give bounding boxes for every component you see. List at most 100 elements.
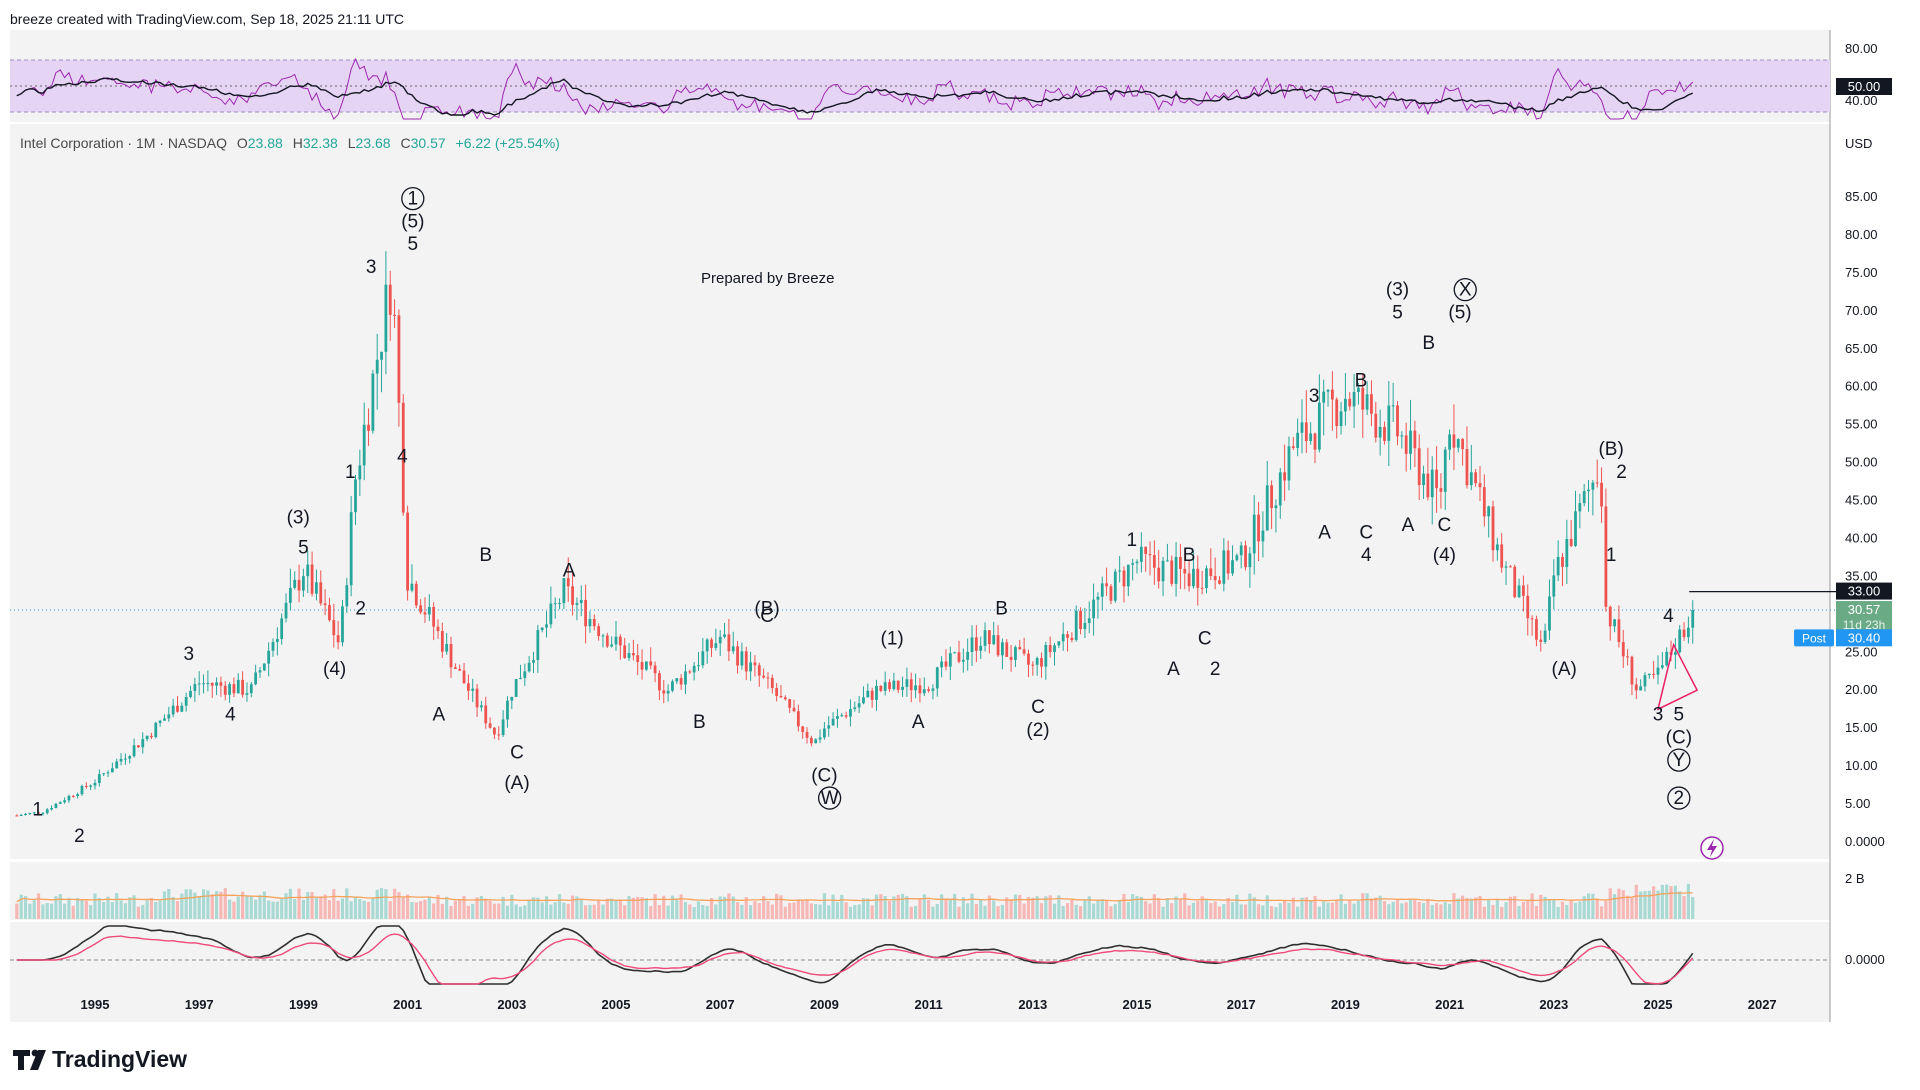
volume-bar	[649, 906, 653, 919]
volume-bar	[188, 889, 193, 919]
volume-bar	[792, 902, 796, 919]
open-label: O	[237, 135, 248, 151]
volume-bar	[458, 900, 462, 919]
rsi-axis: 80.00 40.00	[1845, 41, 1878, 108]
volume-bar	[67, 897, 71, 919]
volume-bar	[267, 900, 271, 919]
level-33-value: 33.00	[1848, 584, 1881, 599]
candle-body	[32, 812, 36, 814]
candle-body	[532, 660, 535, 663]
candle-body	[163, 718, 166, 721]
candle-body	[1244, 545, 1247, 568]
volume-bar	[557, 894, 562, 919]
wave-label: B	[693, 712, 706, 733]
volume-bar	[1005, 897, 1009, 919]
candle-body	[1161, 560, 1165, 582]
volume-bar	[887, 901, 892, 919]
volume-bar	[1400, 903, 1404, 919]
close-value: 30.57	[411, 135, 446, 151]
candle-body	[553, 603, 557, 605]
candle-body	[1365, 394, 1369, 410]
candle-body	[197, 683, 201, 685]
candle-body	[1660, 665, 1664, 668]
volume-bar	[84, 900, 88, 919]
candle-body	[1556, 556, 1560, 576]
candle-body	[1378, 426, 1382, 438]
candle-body	[367, 424, 370, 431]
price-tick: 50.00	[1845, 455, 1878, 470]
price-tick: 60.00	[1845, 379, 1878, 394]
candle-body	[1252, 514, 1256, 554]
volume-bar	[1569, 900, 1573, 919]
wave-label-circle	[817, 786, 842, 810]
candle-body	[1443, 449, 1447, 492]
candle-body	[1048, 645, 1052, 652]
candle-body	[1621, 642, 1625, 657]
volume-bar	[544, 896, 549, 919]
volume-bar	[1639, 891, 1643, 919]
candle-body	[202, 683, 205, 685]
candle-body	[453, 667, 457, 669]
bar-countdown: 11d 23h	[1843, 618, 1886, 632]
candle-body	[236, 679, 240, 694]
candle-body	[371, 373, 375, 431]
triangle-drawing[interactable]	[1656, 642, 1699, 711]
candle-body	[254, 672, 258, 685]
volume-bar	[940, 894, 944, 919]
candle-body	[1482, 487, 1486, 517]
last-price-value: 30.57	[1848, 602, 1881, 617]
volume-bar	[327, 900, 332, 919]
candle-body	[636, 655, 640, 663]
volume-bar	[310, 892, 314, 919]
candle-body	[1452, 434, 1456, 448]
candle-body	[909, 679, 913, 691]
volume-bar	[1039, 903, 1044, 919]
volume-bar	[497, 903, 501, 919]
candle-body	[410, 583, 414, 591]
tradingview-logo[interactable]: TradingView	[13, 1046, 187, 1072]
candle-body	[697, 665, 700, 667]
volume-bar	[1317, 906, 1321, 919]
volume-bar	[1161, 906, 1165, 919]
price-tick: 85.00	[1845, 189, 1878, 204]
candle-body	[362, 424, 366, 466]
volume-bar	[345, 888, 349, 919]
volume-bar	[419, 901, 423, 919]
volume-bar	[410, 902, 414, 919]
year-tick: 2021	[1435, 997, 1464, 1012]
wave-label: (1)	[881, 629, 904, 650]
symbol-legend[interactable]: Intel Corporation · 1M · NASDAQ O23.88 H…	[20, 135, 560, 151]
volume-bar	[1213, 901, 1217, 919]
candle-body	[896, 680, 900, 690]
volume-bar	[1395, 899, 1400, 919]
volume-bar	[106, 896, 110, 919]
volume-bar	[961, 897, 965, 919]
candle-body	[1600, 482, 1603, 507]
volume-bar	[1582, 896, 1586, 919]
year-tick: 2005	[602, 997, 631, 1012]
candle-body	[89, 785, 93, 787]
volume-bar	[1191, 902, 1196, 919]
volume-bar	[1556, 906, 1560, 919]
candle-body	[549, 603, 553, 625]
volume-bar	[979, 899, 983, 919]
candle-body	[1530, 618, 1534, 620]
volume-bar	[1018, 895, 1022, 919]
candle-body	[345, 585, 349, 607]
volume-bar	[271, 901, 275, 919]
candle-body	[601, 635, 605, 637]
candle-body	[458, 668, 462, 671]
volume-bar	[1413, 900, 1417, 919]
candle-body	[1348, 398, 1352, 407]
candle-body	[866, 690, 870, 698]
currency-label[interactable]: USD	[1845, 136, 1872, 151]
volume-bar	[796, 900, 800, 919]
candle-body	[1565, 538, 1569, 567]
candle-body	[58, 802, 62, 804]
candle-body	[1296, 432, 1300, 448]
volume-bar	[1491, 904, 1495, 919]
lightning-icon[interactable]	[1700, 836, 1724, 860]
wave-label: 1	[345, 462, 356, 483]
candle-body	[37, 812, 40, 814]
